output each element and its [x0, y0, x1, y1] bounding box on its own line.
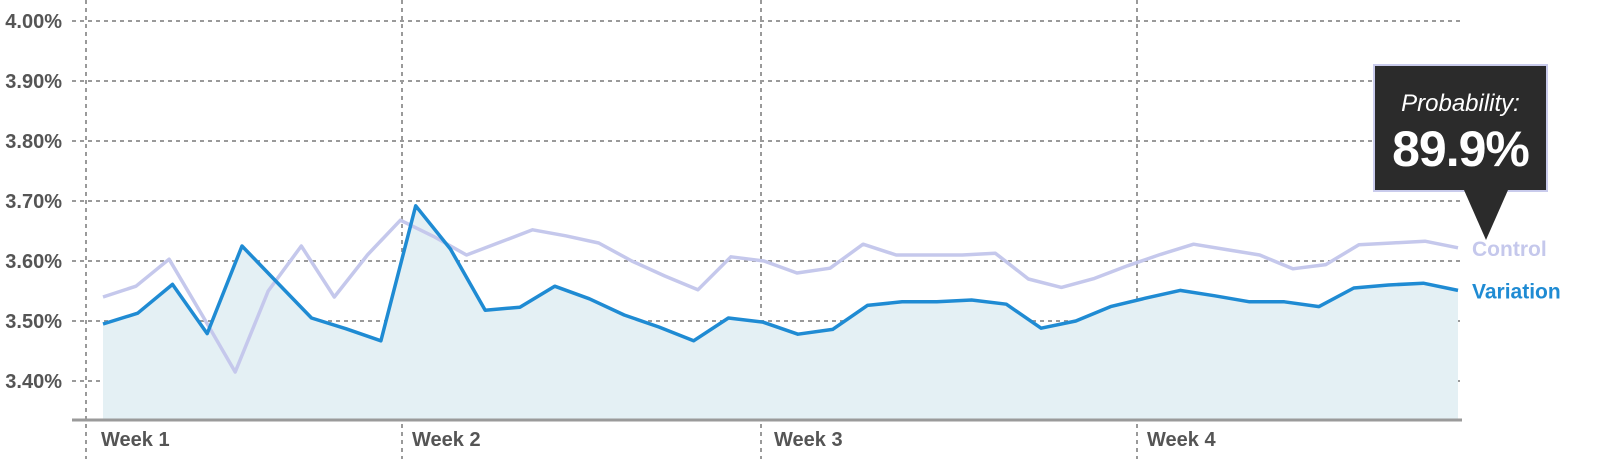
x-tick-label: Week 2 — [412, 429, 481, 451]
area-layer — [103, 205, 1458, 420]
y-tick-label: 3.80% — [5, 131, 62, 153]
series-label-control: Control — [1472, 238, 1547, 261]
y-tick-label: 3.90% — [5, 71, 62, 93]
axis-layer: 4.00% 3.90% 3.80% 3.70% 3.60% 3.50% 3.40% Week … — [5, 11, 1462, 451]
tooltip-pointer — [1464, 190, 1508, 240]
variation-area — [103, 205, 1458, 420]
x-tick-label: Week 3 — [774, 429, 843, 451]
y-tick-label: 3.60% — [5, 251, 62, 273]
x-tick-label: Week 4 — [1147, 429, 1216, 451]
probability-tooltip: Probability: 89.9% — [1373, 64, 1548, 192]
line-layer — [102, 204, 1459, 374]
y-tick-label: 4.00% — [5, 11, 62, 33]
tooltip-value: 89.9% — [1392, 121, 1530, 177]
control-series-line — [102, 218, 1459, 374]
variation-series-line — [102, 204, 1459, 343]
tooltip-label: Probability: — [1401, 90, 1520, 117]
y-tick-label: 3.40% — [5, 371, 62, 393]
y-tick-label: 3.50% — [5, 311, 62, 333]
x-tick-label: Week 1 — [101, 429, 170, 451]
series-label-variation: Variation — [1472, 280, 1561, 303]
y-tick-label: 3.70% — [5, 191, 62, 213]
label-layer: Control Variation — [1472, 238, 1561, 304]
